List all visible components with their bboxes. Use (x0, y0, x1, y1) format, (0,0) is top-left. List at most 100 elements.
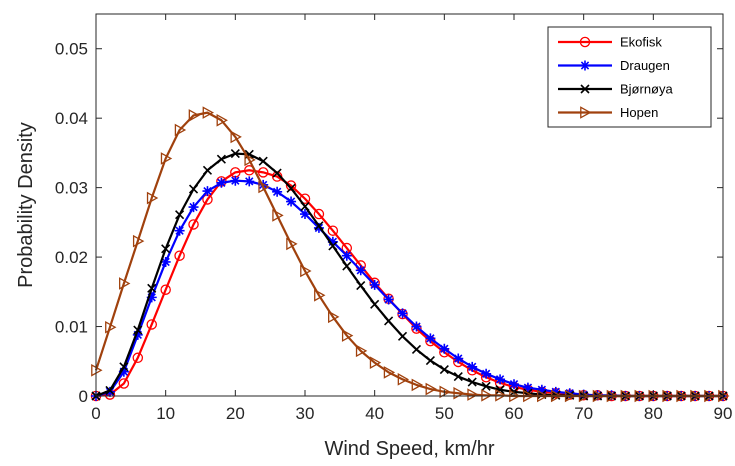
series-point-1-27 (467, 361, 478, 372)
series-point-1-21 (383, 294, 394, 305)
legend-marker-0 (579, 36, 591, 48)
legend-label-2: Bjørnøya (620, 82, 674, 97)
series-point-1-18 (341, 250, 352, 261)
series-point-1-28 (481, 368, 492, 379)
series-point-3-24 (425, 382, 437, 396)
series-point-3-14 (286, 237, 298, 251)
series-point-2-26 (453, 371, 463, 382)
y-tick-label-5: 0.05 (55, 40, 88, 59)
series-point-2-19 (356, 281, 366, 291)
series-point-0-5 (160, 284, 171, 295)
legend-marker-1 (580, 60, 590, 71)
series-point-3-13 (272, 209, 284, 222)
series-point-1-11 (244, 176, 255, 187)
series-point-1-7 (188, 202, 199, 213)
series-point-3-4 (146, 191, 159, 205)
series-point-0-4 (146, 319, 157, 330)
y-axis-label: Probability Density (15, 122, 37, 288)
series-point-2-1 (105, 385, 115, 396)
legend: Ekofisk Draugen Bjørnøya Hopen (547, 26, 712, 128)
series-point-3-5 (160, 152, 173, 165)
x-tick-label-2: 20 (226, 404, 245, 423)
legend-marker-2 (580, 84, 590, 94)
series-point-2-7 (188, 184, 199, 194)
y-tick-label-3: 0.03 (55, 179, 88, 198)
series-point-1-32 (536, 384, 547, 395)
legend-item-0: Ekofisk (558, 35, 662, 50)
series-point-2-17 (328, 241, 338, 251)
series-point-1-5 (160, 256, 171, 267)
series-point-3-17 (328, 310, 340, 324)
series-point-0-2 (118, 378, 130, 389)
series-point-2-4 (147, 283, 157, 293)
series-point-2-16 (314, 221, 324, 231)
series-point-3-11 (244, 153, 256, 167)
series-point-0-6 (174, 250, 185, 261)
series-point-1-25 (439, 343, 450, 354)
series-point-1-2 (118, 366, 129, 377)
series-point-1-8 (202, 186, 213, 197)
series-point-2-9 (216, 154, 226, 164)
series-point-2-28 (481, 381, 491, 391)
series-point-1-9 (216, 177, 227, 188)
series-point-3-28 (481, 389, 493, 402)
x-tick-label-0: 0 (91, 404, 100, 423)
x-tick-label-7: 70 (574, 404, 593, 423)
x-axis-label: Wind Speed, km/hr (324, 438, 494, 460)
series-point-0-17 (327, 225, 339, 236)
legend-label-3: Hopen (620, 105, 658, 120)
series-point-1-17 (327, 236, 338, 247)
y-tick-label-4: 0.04 (55, 109, 88, 128)
series-point-1-33 (550, 386, 561, 397)
legend-label-1: Draugen (620, 58, 670, 73)
series-point-1-15 (300, 209, 310, 220)
series-point-1-16 (313, 222, 324, 233)
series-point-1-1 (104, 386, 115, 397)
series-point-1-23 (411, 321, 422, 332)
series-point-3-16 (314, 288, 326, 302)
x-tick-label-8: 80 (644, 404, 663, 423)
series-point-1-29 (495, 374, 506, 385)
series-point-2-8 (202, 165, 213, 175)
series-point-3-21 (383, 366, 396, 379)
legend-label-0: Ekofisk (620, 35, 662, 50)
y-tick-label-0: 0 (79, 387, 88, 406)
series-point-3-23 (411, 378, 424, 392)
series-point-2-24 (425, 356, 435, 366)
x-tick-label-9: 90 (714, 404, 733, 423)
legend-box (547, 26, 712, 128)
series-point-3-12 (258, 180, 270, 194)
series-point-1-24 (425, 333, 436, 344)
tick-layer: 0 10 20 30 40 50 60 70 80 90 0 0.01 0.02 0.03 0.04 0.05 (55, 14, 733, 423)
series-point-0-3 (132, 352, 144, 364)
series-point-0-7 (188, 219, 199, 230)
series-point-3-19 (355, 344, 368, 358)
series-point-2-21 (384, 316, 394, 326)
x-tick-label-4: 40 (365, 404, 384, 423)
legend-marker-3 (580, 106, 592, 119)
series-point-1-20 (369, 279, 380, 290)
x-tick-label-1: 10 (156, 404, 175, 423)
series-point-1-30 (509, 379, 519, 390)
series-point-2-6 (175, 210, 185, 220)
series-point-2-3 (133, 325, 143, 335)
series-point-2-25 (439, 365, 449, 375)
y-tick-label-2: 0.02 (55, 248, 88, 267)
series-point-1-22 (397, 308, 408, 319)
series-point-3-29 (495, 389, 507, 402)
series-point-0-12 (257, 167, 269, 178)
legend-item-3: Hopen (558, 105, 658, 120)
series-point-2-14 (286, 183, 296, 193)
series-point-1-6 (174, 225, 185, 236)
series-point-2-12 (258, 156, 268, 166)
series-point-1-14 (286, 196, 297, 207)
series-point-1-3 (132, 329, 143, 340)
x-tick-label-6: 60 (505, 404, 524, 423)
series-point-2-10 (230, 149, 240, 159)
series-point-3-20 (369, 356, 382, 369)
series-point-2-27 (467, 377, 477, 387)
series-point-2-2 (119, 362, 129, 372)
series-point-3-9 (216, 113, 228, 127)
x-tick-label-3: 30 (296, 404, 315, 423)
series-point-3-15 (300, 264, 312, 278)
